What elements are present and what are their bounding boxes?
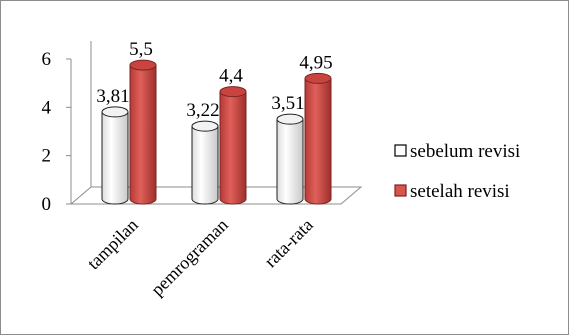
data-label: 3,22: [186, 100, 219, 121]
bar-top-sebelum-revisi-pemrograman: [191, 120, 219, 132]
legend: sebelum revisi setelah revisi: [394, 141, 520, 202]
data-label: 4,95: [299, 52, 332, 73]
data-label: 3,81: [96, 86, 129, 107]
legend-label: setelah revisi: [410, 181, 510, 202]
bar-top-sebelum-revisi-tampilan: [101, 106, 129, 118]
data-label: 4,4: [219, 66, 243, 87]
bar-top-sebelum-revisi-rata-rata: [276, 113, 304, 125]
bar-top-setelah-revisi-rata-rata: [304, 72, 332, 84]
legend-swatch-setelah-revisi: [394, 184, 407, 197]
bar-sebelum-revisi-tampilan: [101, 111, 129, 205]
y-tick-label: 4: [42, 97, 52, 118]
bar-top-setelah-revisi-pemrograman: [219, 86, 247, 98]
legend-swatch-sebelum-revisi: [394, 144, 407, 157]
x-category-label: tampilan: [83, 215, 142, 274]
bar-setelah-revisi-rata-rata: [304, 77, 332, 205]
data-label: 3,51: [271, 93, 304, 114]
bar-setelah-revisi-tampilan: [129, 64, 157, 205]
legend-label: sebelum revisi: [410, 141, 520, 162]
bar-sebelum-revisi-pemrograman: [191, 125, 219, 205]
bar-top-setelah-revisi-tampilan: [129, 59, 157, 71]
x-category-label: rata-rata: [260, 215, 317, 272]
bar-sebelum-revisi-rata-rata: [276, 118, 304, 205]
bar-setelah-revisi-pemrograman: [219, 91, 247, 205]
x-category-label: pemrograman: [147, 215, 232, 300]
data-label: 5,5: [129, 39, 153, 60]
y-tick-label: 6: [42, 49, 52, 70]
y-tick-label: 2: [42, 146, 52, 167]
y-tick-label: 0: [42, 194, 52, 215]
